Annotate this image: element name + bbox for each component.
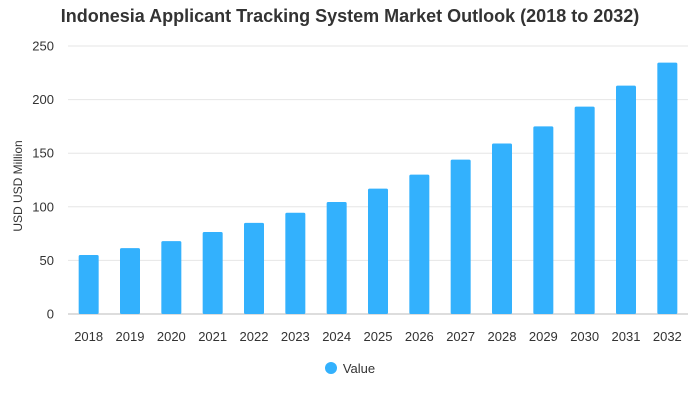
bar-2029[interactable] <box>533 126 554 315</box>
y-axis-ticks: 0 50 100 150 200 250 <box>32 39 54 322</box>
y-tick-label: 200 <box>32 92 54 107</box>
bar-2019[interactable] <box>120 248 140 314</box>
bar-2023[interactable] <box>285 212 306 314</box>
y-tick-label: 150 <box>32 146 54 161</box>
x-tick-label: 2018 <box>74 329 103 344</box>
bar-2020[interactable] <box>161 241 182 314</box>
x-tick-label: 2026 <box>405 329 434 344</box>
x-tick-label: 2019 <box>116 329 145 344</box>
x-tick-label: 2025 <box>364 329 393 344</box>
bar-2018[interactable] <box>78 255 99 314</box>
bar-2030[interactable] <box>574 106 595 315</box>
x-tick-label: 2029 <box>529 329 558 344</box>
x-tick-label: 2032 <box>653 329 682 344</box>
bar-2027[interactable] <box>450 159 471 314</box>
y-tick-label: 100 <box>32 199 54 214</box>
x-tick-label: 2028 <box>488 329 517 344</box>
bar-2032[interactable] <box>657 62 678 315</box>
x-axis-ticks: 2018 2019 2020 2021 2022 2023 2024 2025 2026 2027… <box>74 329 682 344</box>
x-tick-label: 2023 <box>281 329 310 344</box>
x-tick-label: 2027 <box>446 329 475 344</box>
y-tick-label: 250 <box>32 39 54 54</box>
y-tick-label: 0 <box>47 307 54 322</box>
bars <box>78 62 678 315</box>
x-tick-label: 2021 <box>198 329 227 344</box>
y-tick-label: 50 <box>40 253 54 268</box>
chart-title: Indonesia Applicant Tracking System Mark… <box>60 6 640 26</box>
bar-2031[interactable] <box>616 85 636 314</box>
bar-2022[interactable] <box>244 222 264 314</box>
x-tick-label: 2030 <box>570 329 599 344</box>
legend: Value <box>0 361 700 376</box>
x-tick-label: 2020 <box>157 329 186 344</box>
x-tick-label: 2022 <box>240 329 269 344</box>
y-axis-title: USD USD Million <box>11 140 25 231</box>
bar-2024[interactable] <box>326 201 347 314</box>
bar-2028[interactable] <box>492 143 512 314</box>
bar-2025[interactable] <box>368 188 388 314</box>
x-tick-label: 2024 <box>322 329 351 344</box>
legend-label-value: Value <box>342 361 376 376</box>
bar-2021[interactable] <box>202 231 223 314</box>
bar-2026[interactable] <box>409 174 430 314</box>
legend-swatch-value <box>324 362 337 374</box>
x-tick-label: 2031 <box>612 329 641 344</box>
